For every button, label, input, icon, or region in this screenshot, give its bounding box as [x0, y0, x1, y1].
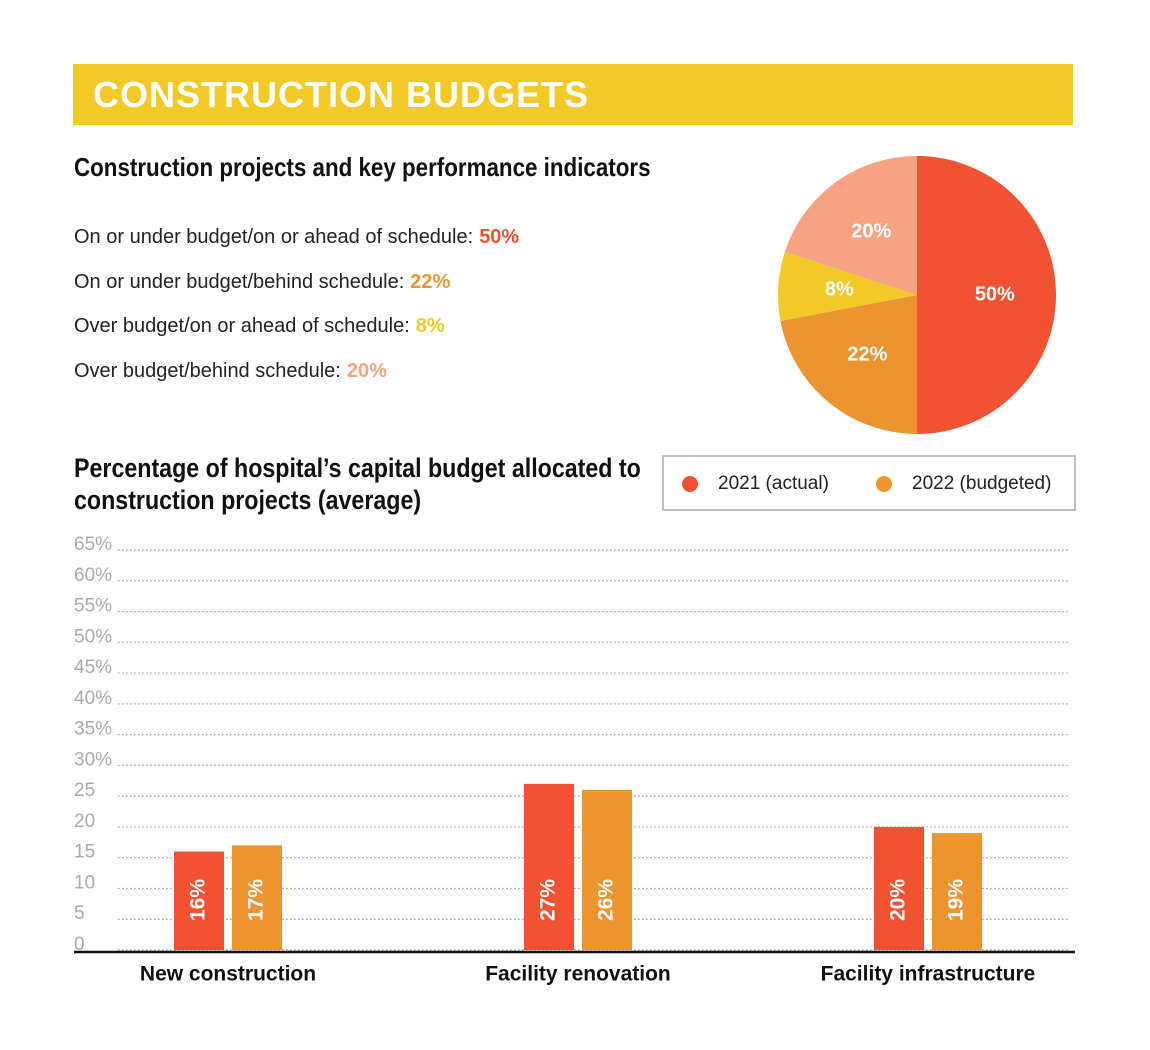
y-tick-label: 45%: [74, 657, 112, 678]
legend-marker: [682, 476, 698, 492]
banner: CONSTRUCTION BUDGETS: [73, 64, 1073, 125]
bar: [874, 826, 924, 950]
legend-value: 20%: [346, 359, 387, 382]
legend-value: 22%: [410, 270, 451, 293]
pie-title: Construction projects and key performanc…: [74, 152, 651, 182]
y-tick-label: 10: [74, 872, 95, 893]
y-tick-label: 15: [74, 842, 95, 863]
bar: [174, 851, 224, 950]
legend-label: Over budget/behind schedule:: [74, 359, 341, 382]
pie-slice: [784, 156, 917, 295]
x-tick-label: Facility infrastructure: [821, 963, 1036, 986]
slice-label: 22%: [847, 343, 887, 365]
value-label: 17%: [245, 879, 268, 921]
y-tick-label: 65%: [74, 534, 112, 555]
legend-label: On or under budget/on or ahead of schedu…: [74, 226, 474, 248]
y-tick-label: 30%: [74, 749, 112, 770]
legend-item: On or under budget/on or ahead of schedu…: [74, 226, 519, 271]
legend-value: 8%: [415, 315, 445, 337]
legend-box: [662, 455, 1076, 511]
pie-slice: [778, 252, 917, 322]
value-label: 19%: [945, 879, 968, 921]
legend-label: Over budget/on or ahead of schedule:: [74, 315, 410, 337]
legend-label: 2021 (actual): [718, 473, 829, 494]
y-tick-label: 0: [74, 934, 85, 955]
x-tick-label: New construction: [140, 963, 316, 986]
y-tick-label: 60%: [74, 565, 112, 586]
slice-label: 20%: [851, 220, 891, 242]
value-label: 20%: [887, 879, 910, 921]
value-label: 27%: [537, 879, 560, 921]
value-label: 26%: [595, 879, 618, 921]
y-tick-label: 55%: [74, 596, 112, 617]
y-tick-label: 5: [74, 903, 85, 924]
pie-slice: [780, 295, 917, 434]
legend-item: Over budget/on or ahead of schedule: 8%: [74, 315, 519, 360]
pie-legend: On or under budget/on or ahead of schedu…: [74, 226, 519, 404]
bar: [932, 833, 982, 950]
bar: [232, 845, 282, 950]
legend-value: 50%: [479, 226, 520, 248]
legend-label: On or under budget/behind schedule:: [74, 270, 405, 293]
legend-marker: [876, 476, 892, 492]
y-tick-label: 50%: [74, 626, 112, 647]
bar-title: Percentage of hospital’s capital budget …: [74, 453, 641, 515]
slice-label: 50%: [975, 283, 1015, 305]
y-tick-label: 20: [74, 811, 95, 832]
legend-label: 2022 (budgeted): [912, 473, 1051, 494]
y-tick-label: 40%: [74, 688, 112, 709]
bar: [524, 783, 574, 950]
bar: [582, 790, 632, 950]
slice-label: 8%: [825, 278, 854, 300]
page-title: CONSTRUCTION BUDGETS: [93, 74, 589, 115]
y-tick-label: 25: [74, 780, 95, 801]
y-tick-label: 35%: [74, 719, 112, 740]
value-label: 16%: [187, 879, 210, 921]
legend-item: On or under budget/behind schedule: 22%: [74, 271, 519, 316]
x-tick-label: Facility renovation: [485, 963, 671, 986]
legend-item: Over budget/behind schedule: 20%: [74, 360, 519, 405]
pie-slice: [917, 156, 1056, 434]
